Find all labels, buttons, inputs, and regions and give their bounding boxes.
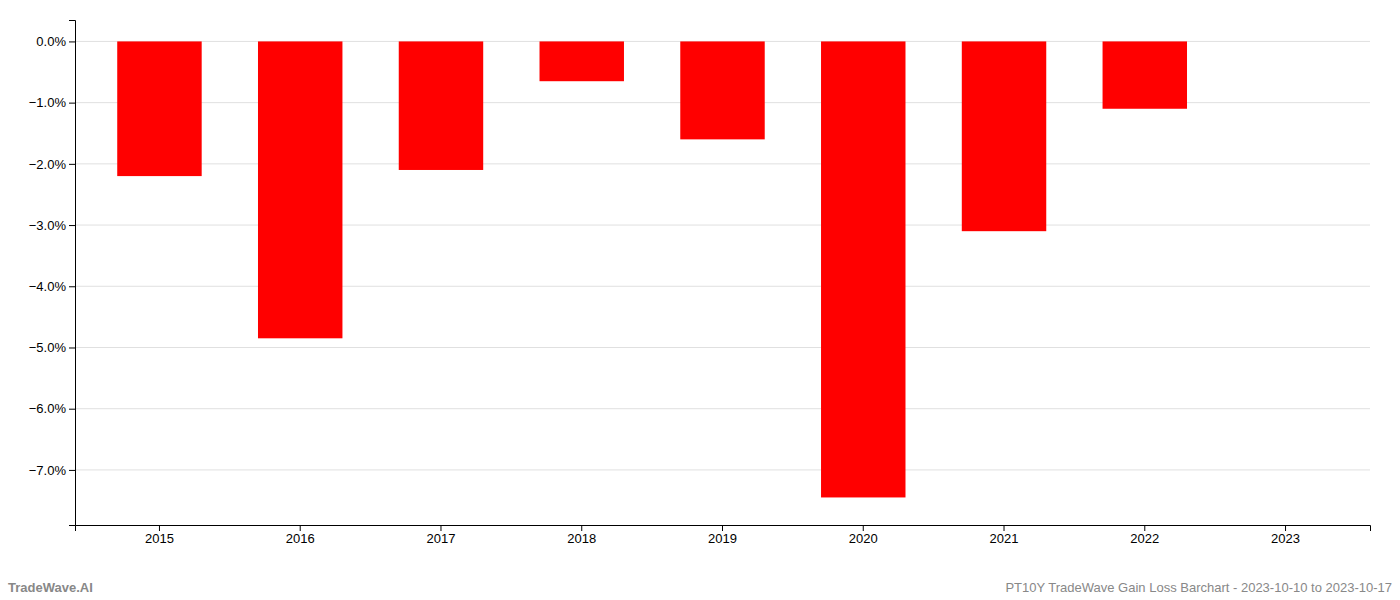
- x-tick-label: 2016: [286, 531, 315, 546]
- x-tick-label: 2022: [1130, 531, 1159, 546]
- y-tick: −5.0%: [29, 340, 75, 355]
- y-tick: −4.0%: [29, 279, 75, 294]
- x-tick-label: 2017: [427, 531, 456, 546]
- y-tick-mark: [69, 225, 75, 226]
- x-axis-line: [76, 526, 1371, 532]
- x-tick: 2017: [427, 525, 456, 546]
- y-tick: −3.0%: [29, 218, 75, 233]
- y-tick-mark: [69, 470, 75, 471]
- y-tick-mark: [69, 409, 75, 410]
- footer-text: TradeWave.AI: [8, 580, 93, 595]
- x-tick: 2020: [849, 525, 878, 546]
- x-tick-label: 2019: [708, 531, 737, 546]
- y-tick-label: −2.0%: [29, 157, 67, 172]
- x-tick-mark: [440, 525, 441, 531]
- x-axis: 2015 2016 2017 2018 2019 2020 2021 2022 2023: [76, 525, 1371, 546]
- x-tick-mark: [722, 525, 723, 531]
- x-tick-label: 2021: [990, 531, 1019, 546]
- y-tick-label: 0.0%: [36, 34, 66, 49]
- bar: [117, 41, 201, 176]
- y-tick-label: −1.0%: [29, 95, 67, 110]
- grid: [75, 41, 1370, 469]
- x-tick: 2021: [990, 525, 1019, 546]
- bar: [962, 41, 1046, 231]
- y-tick-label: −7.0%: [29, 463, 67, 478]
- bars: [117, 41, 1187, 497]
- y-tick: 0.0%: [36, 34, 75, 49]
- y-axis-line: [69, 21, 76, 526]
- y-tick: −6.0%: [29, 401, 75, 416]
- bar: [540, 41, 624, 81]
- x-tick-mark: [1144, 525, 1145, 531]
- x-tick: 2019: [708, 525, 737, 546]
- footer: TradeWave.AI PT10Y TradeWave Gain Loss Ba…: [8, 580, 1392, 595]
- y-tick-mark: [69, 164, 75, 165]
- x-tick-mark: [1285, 525, 1286, 531]
- y-tick-mark: [69, 286, 75, 287]
- bar: [680, 41, 764, 139]
- x-tick: 2022: [1130, 525, 1159, 546]
- chart-svg: 0.0% −1.0% −2.0% −3.0% −4.0% −5.0% −6.0% −7.0% 2…: [0, 0, 1400, 600]
- x-tick-label: 2023: [1271, 531, 1300, 546]
- x-tick: 2016: [286, 525, 315, 546]
- y-tick-mark: [69, 41, 75, 42]
- grid-line: [75, 408, 1370, 409]
- y-axis: 0.0% −1.0% −2.0% −3.0% −4.0% −5.0% −6.0% −7.0%: [29, 21, 76, 526]
- footer-text: PT10Y TradeWave Gain Loss Barchart - 202…: [1005, 580, 1392, 595]
- x-tick-label: 2018: [567, 531, 596, 546]
- x-tick-mark: [863, 525, 864, 531]
- y-tick-label: −5.0%: [29, 340, 67, 355]
- y-tick: −2.0%: [29, 157, 75, 172]
- grid-line: [75, 347, 1370, 348]
- plot-area: 0.0% −1.0% −2.0% −3.0% −4.0% −5.0% −6.0% −7.0% 2…: [29, 21, 1371, 547]
- y-tick-label: −4.0%: [29, 279, 67, 294]
- y-tick-mark: [69, 347, 75, 348]
- bar: [821, 41, 905, 497]
- x-tick-label: 2015: [145, 531, 174, 546]
- bar: [258, 41, 342, 338]
- y-tick: −1.0%: [29, 95, 75, 110]
- x-tick-mark: [300, 525, 301, 531]
- x-tick: 2023: [1271, 525, 1300, 546]
- y-tick-mark: [69, 103, 75, 104]
- bar: [399, 41, 483, 170]
- x-tick-mark: [159, 525, 160, 531]
- x-tick-mark: [581, 525, 582, 531]
- y-tick-label: −3.0%: [29, 218, 67, 233]
- grid-line: [75, 469, 1370, 470]
- y-tick-label: −6.0%: [29, 401, 67, 416]
- y-tick: −7.0%: [29, 463, 75, 478]
- x-tick: 2018: [567, 525, 596, 546]
- x-tick-label: 2020: [849, 531, 878, 546]
- x-tick-mark: [1004, 525, 1005, 531]
- bar: [1103, 41, 1187, 108]
- x-tick: 2015: [145, 525, 174, 546]
